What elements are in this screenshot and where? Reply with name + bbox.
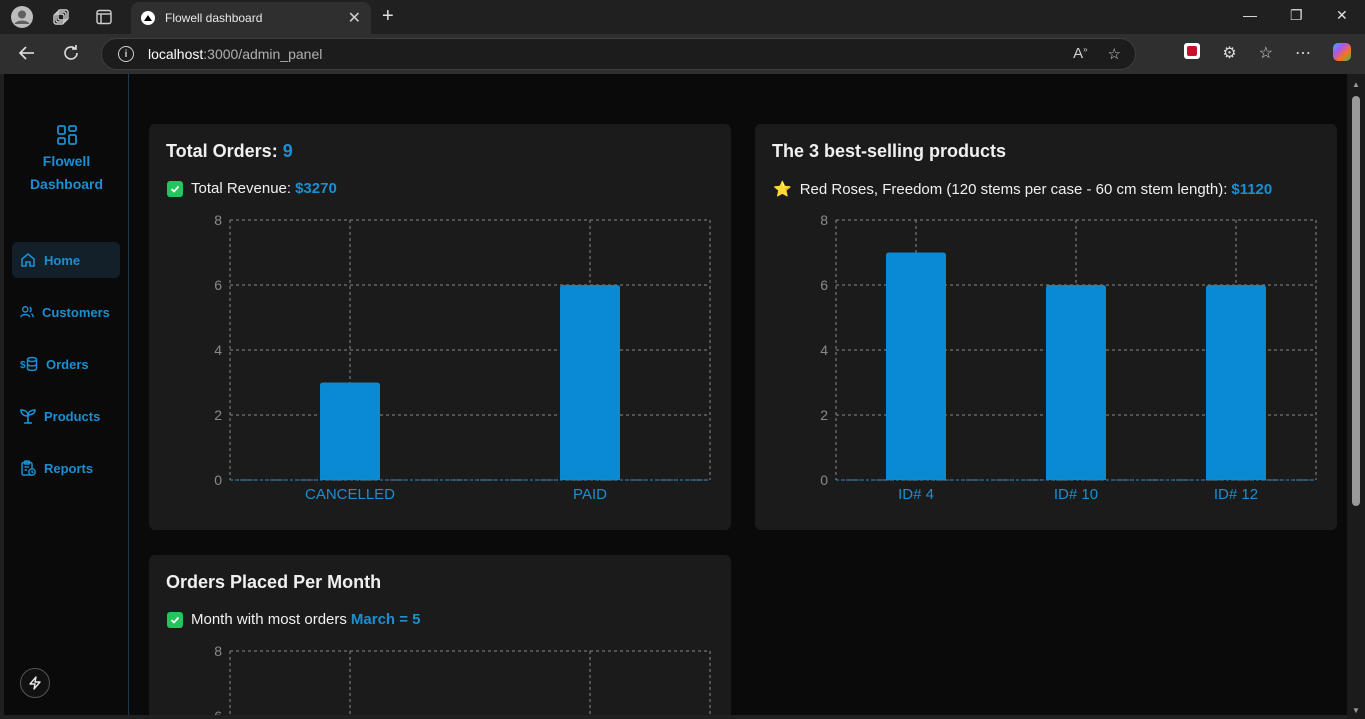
sidebar-item-reports[interactable]: Reports bbox=[12, 450, 120, 486]
brand-line2: Dashboard bbox=[4, 173, 129, 196]
sidebar-item-orders[interactable]: $ Orders bbox=[12, 346, 120, 382]
extensions-puzzle-icon[interactable]: ⚙ bbox=[1222, 43, 1236, 63]
page-scrollbar[interactable]: ▲ ▼ bbox=[1347, 74, 1365, 719]
x-tick-label: CANCELLED bbox=[305, 486, 395, 503]
clipboard-clock-icon bbox=[20, 460, 36, 476]
vertical-tabs-icon[interactable] bbox=[93, 6, 115, 28]
orders-per-month-card: Orders Placed Per Month Month with most … bbox=[149, 555, 731, 715]
y-tick-label: 4 bbox=[820, 342, 828, 358]
bar[interactable] bbox=[560, 285, 620, 480]
brand-line1: Flowell bbox=[4, 150, 129, 173]
x-tick-label: ID# 4 bbox=[898, 486, 934, 503]
restore-icon[interactable]: ❐ bbox=[1290, 7, 1303, 24]
y-tick-label: 6 bbox=[214, 277, 222, 293]
new-tab-icon[interactable]: + bbox=[382, 5, 394, 28]
site-info-icon[interactable]: i bbox=[118, 46, 134, 62]
y-tick-label: 6 bbox=[820, 277, 828, 293]
y-tick-label: 8 bbox=[820, 212, 828, 228]
y-tick-label: 0 bbox=[820, 472, 828, 488]
back-icon[interactable] bbox=[18, 44, 36, 67]
sidebar: Flowell Dashboard Home Customers $ Order… bbox=[4, 74, 129, 715]
dashboard-grid-icon bbox=[56, 124, 78, 146]
extension-shield-icon[interactable] bbox=[1184, 43, 1200, 59]
sidebar-item-label: Home bbox=[44, 253, 80, 268]
sidebar-item-label: Customers bbox=[42, 305, 110, 320]
nextjs-devtools-bolt-icon[interactable] bbox=[20, 668, 50, 698]
bar[interactable] bbox=[886, 253, 946, 481]
y-tick-label: 0 bbox=[214, 472, 222, 488]
workspaces-icon[interactable] bbox=[51, 6, 73, 28]
bar[interactable] bbox=[320, 383, 380, 481]
window-close-icon[interactable]: ✕ bbox=[1336, 7, 1348, 24]
tab-close-icon[interactable]: ✕ bbox=[348, 8, 361, 28]
read-aloud-icon[interactable]: A» bbox=[1073, 45, 1087, 63]
favorite-star-icon[interactable]: ☆ bbox=[1108, 45, 1121, 63]
more-menu-icon[interactable]: ⋯ bbox=[1295, 43, 1311, 63]
tab-title: Flowell dashboard bbox=[165, 11, 348, 25]
favorites-icon[interactable]: ☆ bbox=[1259, 43, 1273, 63]
best-selling-chart: 0 2 4 6 8 ID# 4 ID# 10 ID# 12 bbox=[755, 124, 1337, 530]
address-bar[interactable]: i localhost:3000/admin_panel A» ☆ bbox=[101, 38, 1136, 70]
y-tick-label: 6 bbox=[214, 708, 222, 715]
sidebar-item-products[interactable]: Products bbox=[12, 398, 120, 434]
refresh-icon[interactable] bbox=[62, 44, 80, 67]
brand[interactable]: Flowell Dashboard bbox=[4, 124, 129, 196]
minimize-icon[interactable]: — bbox=[1243, 7, 1257, 23]
browser-toolbar: i localhost:3000/admin_panel A» ☆ ⚙ ☆ ⋯ bbox=[0, 34, 1365, 74]
svg-text:$: $ bbox=[20, 360, 26, 371]
bar[interactable] bbox=[1046, 285, 1106, 480]
x-tick-label: ID# 10 bbox=[1054, 486, 1098, 503]
copilot-icon[interactable] bbox=[1333, 43, 1351, 61]
y-tick-label: 2 bbox=[214, 407, 222, 423]
home-icon bbox=[20, 252, 36, 268]
orders-status-chart: 0 2 4 6 8 CANCELLED PAID bbox=[149, 124, 731, 530]
best-selling-card: The 3 best-selling products ⭐ Red Roses,… bbox=[755, 124, 1337, 530]
sidebar-item-label: Orders bbox=[46, 357, 89, 372]
y-tick-label: 8 bbox=[214, 212, 222, 228]
x-tick-label: PAID bbox=[573, 486, 607, 503]
sprout-icon bbox=[20, 408, 36, 424]
browser-tab[interactable]: Flowell dashboard ✕ bbox=[131, 2, 371, 34]
browser-tab-bar: Flowell dashboard ✕ + — ❐ ✕ bbox=[0, 0, 1365, 34]
scroll-up-icon[interactable]: ▲ bbox=[1352, 80, 1360, 89]
x-tick-label: ID# 12 bbox=[1214, 486, 1258, 503]
scrollbar-thumb[interactable] bbox=[1352, 96, 1360, 506]
sidebar-item-home[interactable]: Home bbox=[12, 242, 120, 278]
y-tick-label: 8 bbox=[214, 643, 222, 659]
users-icon bbox=[20, 305, 34, 319]
sidebar-item-customers[interactable]: Customers bbox=[12, 294, 120, 330]
dollar-coins-icon: $ bbox=[20, 356, 38, 372]
url-host: localhost bbox=[148, 46, 203, 62]
y-tick-label: 2 bbox=[820, 407, 828, 423]
sidebar-item-label: Products bbox=[44, 409, 100, 424]
page-viewport: Flowell Dashboard Home Customers $ Order… bbox=[4, 74, 1347, 715]
profile-avatar-icon[interactable] bbox=[11, 6, 33, 28]
url-path: :3000/admin_panel bbox=[203, 46, 322, 62]
sidebar-item-label: Reports bbox=[44, 461, 93, 476]
bar[interactable] bbox=[1206, 285, 1266, 480]
scroll-down-icon[interactable]: ▼ bbox=[1352, 706, 1360, 715]
nextjs-favicon-icon bbox=[141, 11, 155, 25]
orders-per-month-chart: 68 bbox=[149, 555, 731, 715]
y-tick-label: 4 bbox=[214, 342, 222, 358]
